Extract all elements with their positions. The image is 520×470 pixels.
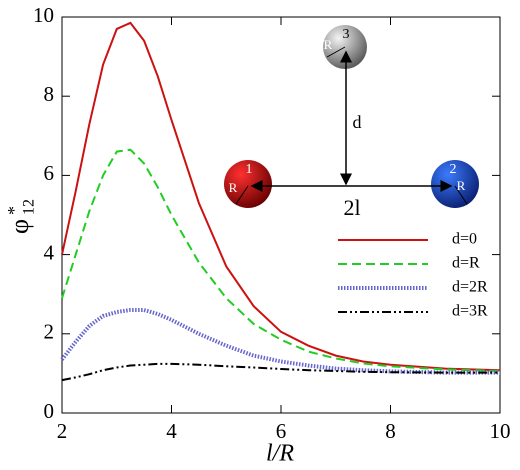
x-axis-label: l/R [266,441,294,467]
x-tick-label: 8 [385,419,396,443]
y-axis-label-group: φ * 12 [4,199,38,234]
legend-label: d=3R [452,303,488,320]
y-tick-label: 4 [44,240,55,264]
radius-line [326,46,346,58]
legend-label: d=R [452,255,480,272]
sphere-label: 2 [450,162,457,177]
x-tick-label: 10 [490,419,511,443]
spacing-label: 2l [343,195,360,220]
series-line [61,21,501,372]
distance-label: d [353,112,362,132]
y-tick-label: 8 [44,82,55,106]
radius-line [235,185,249,205]
inset-diagram: 3 R 1 R 2 R d 2l [224,25,479,220]
radius-label: R [324,37,333,52]
y-tick-label: 6 [44,161,55,185]
sphere-label: 1 [246,162,253,177]
x-tick-label: 2 [57,419,68,443]
y-axis-label-sub: 12 [21,199,38,215]
y-tick-label: 10 [33,3,54,27]
radius-label: R [457,178,466,193]
sphere [224,160,272,208]
series-line [61,148,501,372]
series-line [61,362,500,382]
plot-frame [61,16,501,414]
y-tick-label: 0 [44,399,55,423]
sphere [431,160,479,208]
sphere-label: 3 [343,27,350,42]
legend-label: d=2R [452,279,488,296]
y-tick-label: 2 [44,320,55,344]
x-tick-label: 6 [276,419,287,443]
y-axis-label: φ [5,219,34,234]
radius-label: R [229,180,238,195]
radius-line [454,185,468,205]
series-line [60,308,500,375]
x-tick-label: 4 [166,419,177,443]
legend-label: d=0 [452,231,477,248]
y-axis-label-sup: * [4,206,24,215]
